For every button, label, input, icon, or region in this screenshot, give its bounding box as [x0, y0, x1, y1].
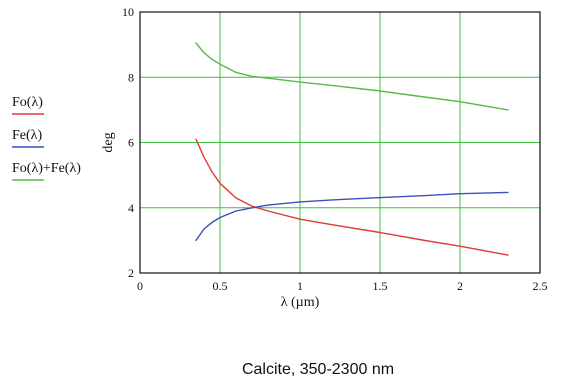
legend-label-2: Fe(λ): [12, 128, 42, 143]
x-tick-label-4: 2: [457, 279, 463, 293]
series-line-3: [195, 42, 509, 111]
x-tick-label-3: 1.5: [373, 279, 388, 293]
legend-label-3: Fo(λ)+Fe(λ): [12, 161, 81, 176]
series-line-2: [195, 191, 509, 242]
x-tick-label-1: 0.5: [213, 279, 228, 293]
legend: Fo(λ) Fe(λ) Fo(λ)+Fe(λ): [12, 95, 81, 181]
y-tick-label-1: 4: [128, 201, 134, 215]
y-tick-label-2: 6: [128, 136, 134, 150]
y-tick-label-4: 10: [122, 5, 134, 19]
chart-caption: Calcite, 350-2300 nm: [242, 361, 394, 378]
plot-border: [139, 11, 541, 274]
x-tick-label-5: 2.5: [533, 279, 548, 293]
grid: [140, 12, 540, 273]
y-tick-label-0: 2: [128, 266, 134, 280]
legend-label-1: Fo(λ): [12, 95, 43, 110]
tick-labels: 0 0.5 1 1.5 2 2.5 2 4 6 8 10: [122, 5, 548, 293]
x-axis-label: λ (µm): [281, 295, 320, 310]
series-layer: [195, 42, 509, 256]
x-tick-label-2: 1: [297, 279, 303, 293]
y-axis-label: deg: [101, 132, 116, 152]
series-line-1: [195, 138, 509, 256]
x-tick-label-0: 0: [137, 279, 143, 293]
y-tick-label-3: 8: [128, 70, 134, 84]
